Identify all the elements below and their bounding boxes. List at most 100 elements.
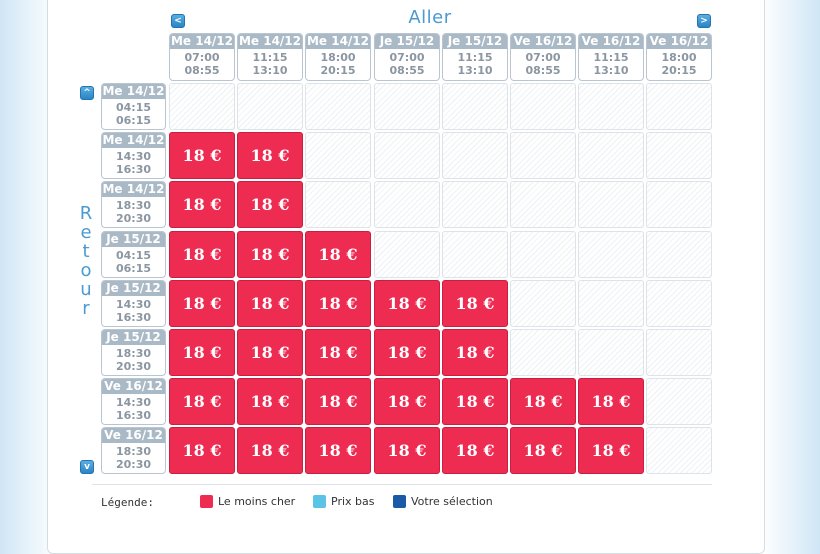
row-times: 14:30 16:30 (102, 296, 165, 324)
fare-cell[interactable]: 18 € (237, 280, 303, 327)
fare-cell[interactable]: 18 € (237, 181, 303, 228)
scroll-up-button[interactable]: ^ (80, 86, 94, 100)
row-date: Je 15/12 (102, 232, 165, 247)
fare-cell[interactable]: 18 € (510, 427, 576, 474)
column-times: 11:15 13:10 (443, 49, 507, 77)
unavailable-cell (237, 83, 303, 130)
unavailable-cell (510, 132, 576, 179)
row-times: 14:30 16:30 (102, 394, 165, 422)
fare-cell[interactable]: 18 € (442, 427, 508, 474)
fare-cell[interactable]: 18 € (305, 329, 371, 376)
fare-cell[interactable]: 18 € (374, 427, 440, 474)
unavailable-cell (510, 181, 576, 228)
fare-cell[interactable]: 18 € (374, 378, 440, 425)
fare-cell[interactable]: 18 € (305, 280, 371, 327)
aller-title: Aller (408, 7, 452, 28)
fare-cell[interactable]: 18 € (305, 427, 371, 474)
column-depart-time: 07:00 (184, 51, 220, 64)
row-times: 18:30 20:30 (102, 197, 165, 225)
aller-column-header: Me 14/12 07:00 08:55 (169, 33, 235, 81)
row-date: Je 15/12 (102, 330, 165, 345)
aller-column-header: Me 14/12 11:15 13:10 (237, 33, 303, 81)
retour-letter: o (80, 260, 92, 281)
fare-cell[interactable]: 18 € (237, 132, 303, 179)
prev-week-button[interactable]: < (171, 14, 185, 28)
column-date: Me 14/12 (170, 34, 234, 49)
fare-cell[interactable]: 18 € (578, 427, 644, 474)
unavailable-cell (374, 132, 440, 179)
unavailable-cell (510, 83, 576, 130)
unavailable-cell (578, 132, 644, 179)
fare-cell[interactable]: 18 € (169, 231, 235, 278)
fare-cell[interactable]: 18 € (169, 378, 235, 425)
fare-cell[interactable]: 18 € (237, 231, 303, 278)
unavailable-cell (578, 329, 644, 376)
legend-divider (92, 484, 712, 485)
row-arrival-time: 06:15 (115, 262, 151, 275)
fare-cell[interactable]: 18 € (374, 329, 440, 376)
column-arrival-time: 13:10 (252, 64, 288, 77)
unavailable-cell (646, 427, 712, 474)
unavailable-cell (578, 181, 644, 228)
row-date: Je 15/12 (102, 281, 165, 296)
fare-cell[interactable]: 18 € (237, 329, 303, 376)
row-arrival-time: 20:30 (115, 458, 151, 471)
retour-letter: u (80, 279, 92, 300)
column-times: 18:00 20:15 (647, 49, 711, 77)
unavailable-cell (646, 132, 712, 179)
fare-cell[interactable]: 18 € (169, 280, 235, 327)
row-arrival-time: 16:30 (115, 409, 151, 422)
fare-cell[interactable]: 18 € (169, 427, 235, 474)
legend-item-low-price: Prix bas (313, 495, 374, 509)
row-depart-time: 18:30 (115, 347, 151, 360)
chevron-down-icon: v (84, 462, 90, 472)
column-date: Je 15/12 (375, 34, 439, 49)
fare-cell[interactable]: 18 € (237, 378, 303, 425)
column-depart-time: 07:00 (389, 51, 425, 64)
unavailable-cell (510, 280, 576, 327)
row-arrival-time: 16:30 (115, 311, 151, 324)
fare-cell[interactable]: 18 € (374, 280, 440, 327)
scroll-down-button[interactable]: v (80, 460, 94, 474)
column-date: Me 14/12 (238, 34, 302, 49)
legend-item-label: Votre sélection (411, 495, 493, 508)
fare-cell[interactable]: 18 € (237, 427, 303, 474)
retour-row-header: Ve 16/12 14:30 16:30 (101, 378, 166, 425)
fare-cell[interactable]: 18 € (169, 329, 235, 376)
column-date: Me 14/12 (306, 34, 370, 49)
row-arrival-time: 20:30 (115, 360, 151, 373)
retour-letter: R (79, 203, 93, 224)
fare-cell[interactable]: 18 € (305, 378, 371, 425)
fare-cell[interactable]: 18 € (169, 132, 235, 179)
column-arrival-time: 13:10 (593, 64, 629, 77)
unavailable-cell (169, 83, 235, 130)
unavailable-cell (442, 132, 508, 179)
column-depart-time: 18:00 (320, 51, 356, 64)
row-arrival-time: 06:15 (115, 114, 151, 127)
column-depart-time: 11:15 (252, 51, 288, 64)
fare-cell[interactable]: 18 € (305, 231, 371, 278)
column-arrival-time: 13:10 (457, 64, 493, 77)
fare-cell[interactable]: 18 € (169, 181, 235, 228)
column-arrival-time: 08:55 (184, 64, 220, 77)
fare-cell[interactable]: 18 € (442, 280, 508, 327)
fare-cell[interactable]: 18 € (578, 378, 644, 425)
fare-cell[interactable]: 18 € (510, 378, 576, 425)
chevron-right-icon: > (700, 16, 708, 26)
column-depart-time: 07:00 (525, 51, 561, 64)
unavailable-cell (305, 83, 371, 130)
retour-letter: t (82, 241, 90, 262)
fare-cell[interactable]: 18 € (442, 378, 508, 425)
unavailable-cell (578, 280, 644, 327)
row-depart-time: 14:30 (115, 150, 151, 163)
retour-label: R e t o u r (78, 204, 94, 318)
fare-cell[interactable]: 18 € (442, 329, 508, 376)
legend-swatch (313, 495, 326, 508)
column-arrival-time: 20:15 (661, 64, 697, 77)
column-times: 07:00 08:55 (511, 49, 575, 77)
row-times: 04:15 06:15 (102, 247, 165, 275)
unavailable-cell (442, 231, 508, 278)
legend-swatch (200, 495, 213, 508)
next-week-button[interactable]: > (697, 14, 711, 28)
column-arrival-time: 08:55 (525, 64, 561, 77)
